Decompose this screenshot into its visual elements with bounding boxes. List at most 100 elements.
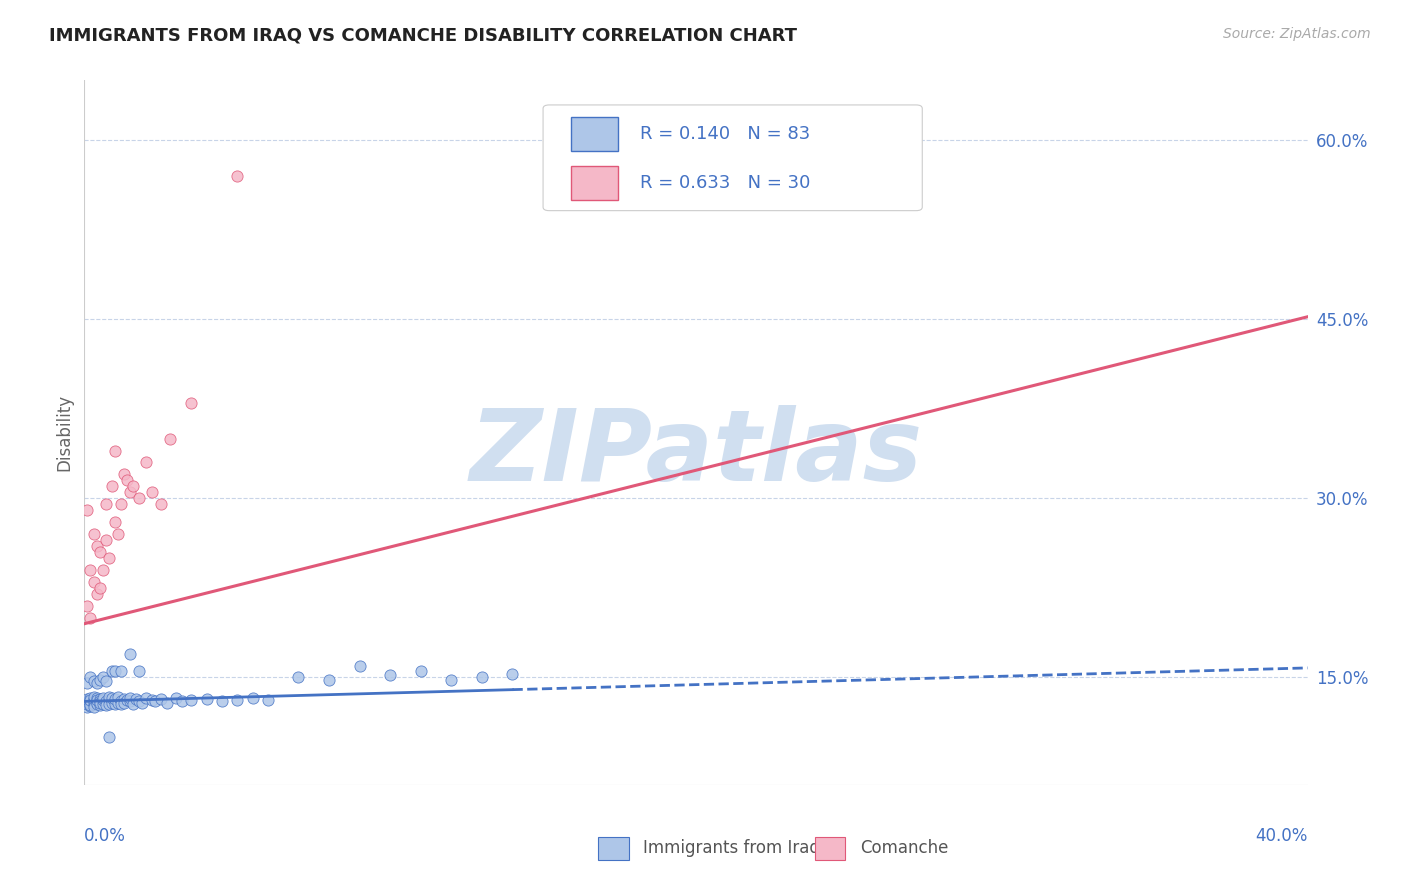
Point: [125, 692, 148, 706]
Point: [79, 696, 101, 710]
Point: [226, 169, 249, 183]
Point: [79, 611, 101, 625]
Point: [104, 665, 127, 679]
Point: [141, 485, 163, 500]
Text: R = 0.140   N = 83: R = 0.140 N = 83: [640, 125, 810, 143]
FancyBboxPatch shape: [571, 166, 617, 200]
Point: [165, 690, 187, 705]
Text: 40.0%: 40.0%: [1256, 827, 1308, 846]
Point: [97, 551, 120, 566]
Point: [91, 563, 114, 577]
Point: [83, 527, 105, 541]
Point: [83, 697, 105, 711]
Point: [89, 698, 111, 712]
Point: [128, 665, 150, 679]
Point: [89, 545, 111, 559]
Point: [89, 694, 111, 708]
Point: [89, 692, 111, 706]
Point: [128, 491, 150, 506]
Point: [89, 673, 111, 687]
Point: [83, 700, 105, 714]
Point: [143, 694, 166, 708]
Point: [122, 479, 145, 493]
Point: [86, 697, 108, 711]
Point: [159, 432, 181, 446]
Point: [97, 690, 120, 704]
Point: [79, 699, 101, 714]
Point: [104, 443, 127, 458]
Point: [101, 479, 124, 493]
Point: [440, 673, 463, 687]
Point: [76, 692, 98, 706]
Point: [107, 690, 129, 704]
Point: [211, 694, 233, 708]
Point: [120, 647, 142, 661]
Point: [86, 676, 108, 690]
Point: [180, 693, 202, 707]
Point: [135, 690, 157, 705]
Point: [131, 696, 153, 710]
Point: [79, 694, 101, 708]
Point: [122, 697, 145, 711]
Point: [97, 697, 120, 711]
Point: [89, 696, 111, 710]
Point: [101, 665, 124, 679]
Point: [149, 497, 172, 511]
Point: [104, 694, 127, 708]
Point: [83, 574, 105, 589]
Point: [110, 497, 132, 511]
Point: [86, 690, 108, 705]
Point: [91, 697, 114, 711]
Point: [110, 694, 132, 708]
Point: [318, 673, 340, 687]
Point: [79, 690, 101, 705]
Point: [120, 485, 142, 500]
Point: [172, 694, 194, 708]
Text: Comanche: Comanche: [860, 839, 948, 857]
Point: [104, 515, 127, 529]
Point: [83, 690, 105, 704]
Text: Source: ZipAtlas.com: Source: ZipAtlas.com: [1223, 27, 1371, 41]
Point: [135, 455, 157, 469]
Point: [76, 599, 98, 613]
FancyBboxPatch shape: [571, 117, 617, 151]
Point: [257, 693, 280, 707]
Point: [149, 692, 172, 706]
FancyBboxPatch shape: [543, 105, 922, 211]
Point: [128, 694, 150, 708]
Point: [471, 670, 494, 684]
Point: [104, 697, 127, 711]
Point: [110, 697, 132, 711]
Point: [287, 670, 309, 684]
Point: [89, 581, 111, 595]
Point: [110, 665, 132, 679]
Point: [101, 696, 124, 710]
Point: [120, 690, 142, 705]
Point: [76, 676, 98, 690]
Point: [97, 693, 120, 707]
Point: [83, 692, 105, 706]
Point: [76, 697, 98, 711]
FancyBboxPatch shape: [598, 837, 628, 860]
Point: [141, 693, 163, 707]
Point: [76, 694, 98, 708]
Point: [120, 694, 142, 708]
FancyBboxPatch shape: [814, 837, 845, 860]
Y-axis label: Disability: Disability: [55, 394, 73, 471]
Text: Immigrants from Iraq: Immigrants from Iraq: [644, 839, 820, 857]
Point: [112, 467, 135, 482]
Point: [107, 527, 129, 541]
Point: [97, 730, 120, 744]
Point: [107, 696, 129, 710]
Point: [86, 587, 108, 601]
Point: [112, 696, 135, 710]
Point: [195, 692, 218, 706]
Point: [104, 692, 127, 706]
Point: [349, 658, 371, 673]
Point: [83, 674, 105, 689]
Point: [91, 693, 114, 707]
Point: [86, 696, 108, 710]
Text: 0.0%: 0.0%: [84, 827, 127, 846]
Point: [380, 668, 402, 682]
Point: [94, 698, 117, 712]
